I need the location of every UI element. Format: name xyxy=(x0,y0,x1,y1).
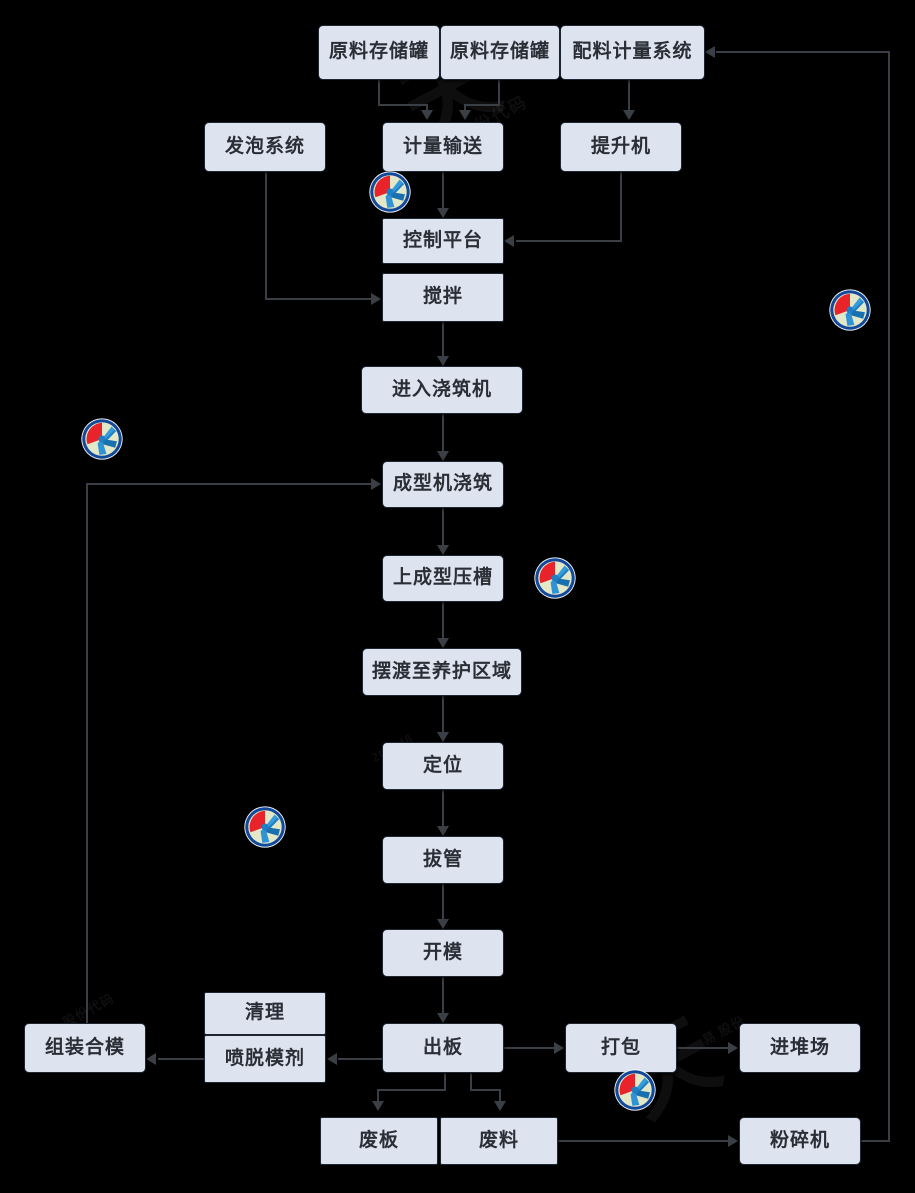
edge-demold-to-output xyxy=(442,977,444,1013)
node-enter-stockyard[interactable]: 进堆场 xyxy=(739,1023,861,1073)
arrowhead-molding xyxy=(437,451,449,461)
node-pipe-pulling[interactable]: 拔管 xyxy=(382,836,504,884)
edge-tank1-to-conveyor xyxy=(378,80,380,106)
node-board-output[interactable]: 出板 xyxy=(382,1023,504,1073)
arrowhead-demold xyxy=(437,919,449,929)
arrowhead-mixer xyxy=(371,293,381,305)
edge-output-to-pack xyxy=(504,1047,554,1049)
arrowhead-control-side xyxy=(504,235,514,247)
edge-tank2-to-conveyor xyxy=(464,104,466,112)
brand-logo-icon xyxy=(533,556,577,600)
arrowhead-pipe xyxy=(437,826,449,836)
node-demolding[interactable]: 开模 xyxy=(382,929,504,977)
arrowhead-yard xyxy=(728,1042,738,1054)
arrowhead-into-batching xyxy=(705,46,715,58)
node-batching-metering-system[interactable]: 配料计量系统 xyxy=(560,25,705,80)
edge-foaming-to-mixer xyxy=(265,172,267,300)
arrowhead-assembly xyxy=(146,1053,156,1065)
brand-logo-icon xyxy=(80,417,124,461)
edge-conveyor-to-control xyxy=(442,172,444,210)
edge-foaming-to-mixer xyxy=(265,298,372,300)
node-positioning[interactable]: 定位 xyxy=(382,742,504,790)
arrowhead-output xyxy=(437,1013,449,1023)
brand-logo-icon xyxy=(368,170,412,214)
edge-crusher-to-batching xyxy=(861,1140,890,1142)
node-spray-release-agent[interactable]: 喷脱模剂 xyxy=(204,1035,326,1083)
brand-logo-icon xyxy=(613,1068,657,1112)
edge-pack-to-yard xyxy=(677,1047,728,1049)
edge-output-to-scrapmat xyxy=(470,1073,472,1091)
edge-output-to-scrapmat xyxy=(499,1089,501,1103)
node-ferry-to-curing-area[interactable]: 摆渡至养护区域 xyxy=(362,648,522,696)
edge-position-to-pipe xyxy=(442,790,444,826)
node-cleaning[interactable]: 清理 xyxy=(204,992,326,1035)
node-control-platform[interactable]: 控制平台 xyxy=(382,218,504,264)
edge-molding-to-press xyxy=(442,508,444,545)
edge-assembly-to-molding xyxy=(86,483,88,1023)
arrowhead-molding-loop xyxy=(371,478,381,490)
arrowhead-scrapmat xyxy=(494,1101,506,1111)
node-metering-conveying[interactable]: 计量输送 xyxy=(382,122,504,172)
node-crusher[interactable]: 粉碎机 xyxy=(739,1117,861,1165)
arrowhead-position xyxy=(437,732,449,742)
edge-output-to-scrapboard xyxy=(377,1089,379,1103)
arrowhead-elevator xyxy=(623,110,635,120)
edge-elevator-to-control xyxy=(620,172,622,242)
node-molding-machine-casting[interactable]: 成型机浇筑 xyxy=(382,461,504,508)
edge-clean-to-assembly xyxy=(158,1058,205,1060)
node-packaging[interactable]: 打包 xyxy=(565,1023,677,1073)
edge-press-to-ferry xyxy=(442,602,444,638)
arrowhead-press xyxy=(437,545,449,555)
edge-scrapmat-to-crusher xyxy=(558,1140,728,1142)
edge-tank1-to-conveyor xyxy=(378,104,428,106)
node-elevator[interactable]: 提升机 xyxy=(560,122,682,172)
edge-tank2-to-conveyor xyxy=(464,104,500,106)
arrowhead-ferry xyxy=(437,638,449,648)
edge-tank2-to-conveyor xyxy=(498,80,500,106)
arrowhead-control xyxy=(437,208,449,218)
node-raw-material-tank-2[interactable]: 原料存储罐 xyxy=(440,25,560,80)
brand-logo-icon xyxy=(828,288,872,332)
node-upper-molding-groove-press[interactable]: 上成型压槽 xyxy=(382,555,504,602)
arrowhead-scrapboard xyxy=(372,1101,384,1111)
arrowhead-conveyor-1 xyxy=(421,110,433,120)
node-raw-material-tank-1[interactable]: 原料存储罐 xyxy=(318,25,440,80)
edge-pipe-to-demold xyxy=(442,884,444,919)
edge-output-to-scrapmat xyxy=(470,1089,501,1091)
edge-ferry-to-position xyxy=(442,696,444,732)
arrowhead-pack xyxy=(554,1042,564,1054)
arrowhead-clean xyxy=(327,1053,337,1065)
edge-crusher-to-batching xyxy=(716,51,889,53)
edge-output-to-scrapboard xyxy=(444,1073,446,1091)
arrowhead-crusher xyxy=(728,1135,738,1147)
edge-mixer-to-caster xyxy=(442,322,444,356)
node-scrap-material[interactable]: 废料 xyxy=(440,1117,558,1165)
node-enter-casting-machine[interactable]: 进入浇筑机 xyxy=(361,366,523,414)
edge-tank1-to-conveyor xyxy=(426,104,428,112)
arrowhead-caster xyxy=(437,356,449,366)
node-assemble-close-mold[interactable]: 组装合模 xyxy=(24,1023,146,1073)
edge-output-to-scrapboard xyxy=(377,1089,446,1091)
arrowhead-conveyor-2 xyxy=(459,110,471,120)
brand-logo-icon xyxy=(243,805,287,849)
edge-elevator-to-control xyxy=(516,240,622,242)
node-scrap-board[interactable]: 废板 xyxy=(320,1117,438,1165)
node-mixing[interactable]: 搅拌 xyxy=(382,273,504,322)
node-foaming-system[interactable]: 发泡系统 xyxy=(204,122,326,172)
edge-assembly-to-molding xyxy=(86,483,371,485)
edge-crusher-to-batching xyxy=(888,51,890,1140)
edge-output-to-clean xyxy=(338,1058,383,1060)
edge-caster-to-molding xyxy=(442,414,444,451)
edge-batching-to-elevator xyxy=(628,80,630,112)
